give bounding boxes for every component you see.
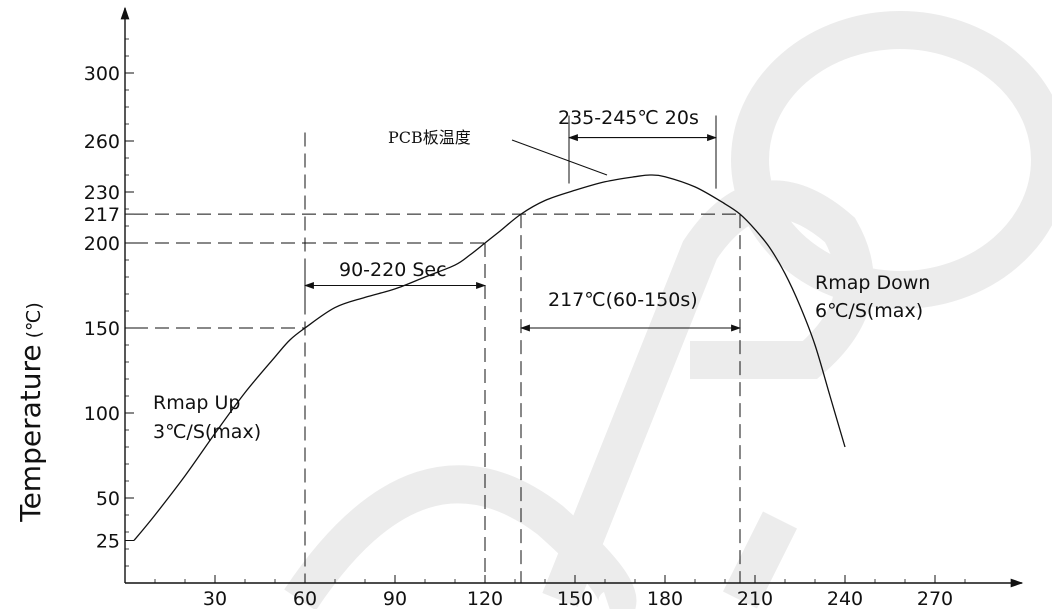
ramp-up-label-2: 3℃/S(max) — [153, 421, 261, 443]
y-tick-label: 50 — [96, 488, 120, 510]
x-tick-label: 30 — [203, 588, 227, 609]
y-tick-label: 217 — [84, 204, 120, 226]
x-ticks: 30 60 90 120 150 180 210 240 270 — [154, 575, 966, 609]
y-tick-label: 230 — [84, 182, 120, 204]
axes — [120, 6, 1024, 588]
y-tick-label: 25 — [96, 531, 120, 553]
watermark-letter-o-1 — [731, 11, 1052, 309]
soak-window-label: 90-220 Sec — [339, 259, 447, 281]
x-tick-label: 180 — [647, 588, 683, 609]
x-tick-label: 270 — [917, 588, 953, 609]
ramp-down-label-2: 6℃/S(max) — [815, 300, 923, 322]
y-tick-label: 300 — [84, 63, 120, 85]
reflow-window-label: 217℃(60-150s) — [548, 289, 698, 311]
pcb-leader-line — [511, 139, 608, 176]
x-tick-label: 120 — [467, 588, 503, 609]
watermark — [284, 11, 1052, 609]
x-tick-label: 150 — [557, 588, 593, 609]
x-tick-label: 60 — [293, 588, 317, 609]
x-tick-label: 210 — [737, 588, 773, 609]
y-axis-unit: (℃) — [23, 302, 45, 338]
y-tick-label: 260 — [84, 131, 120, 153]
y-tick-label: 200 — [84, 233, 120, 255]
reference-lines — [134, 132, 741, 583]
peak-window-label: 235-245℃ 20s — [558, 107, 699, 129]
y-axis-label-text: Temperature — [14, 344, 47, 522]
temperature-profile-line — [133, 174, 846, 541]
ramp-up-label-1: Rmap Up — [153, 392, 240, 414]
duration-brackets — [304, 115, 741, 332]
watermark-letter-t — [723, 511, 797, 609]
x-tick-label: 90 — [383, 588, 407, 609]
ramp-down-label-1: Rmap Down — [815, 272, 930, 294]
pcb-label: PCB板温度 — [388, 128, 471, 147]
x-tick-label: 240 — [827, 588, 863, 609]
y-tick-label: 150 — [84, 318, 120, 340]
y-tick-label: 100 — [84, 403, 120, 425]
y-axis-label: Temperature (℃) — [14, 302, 47, 523]
watermark-letter-p — [542, 180, 874, 608]
watermark-letter-o-2 — [284, 465, 637, 609]
